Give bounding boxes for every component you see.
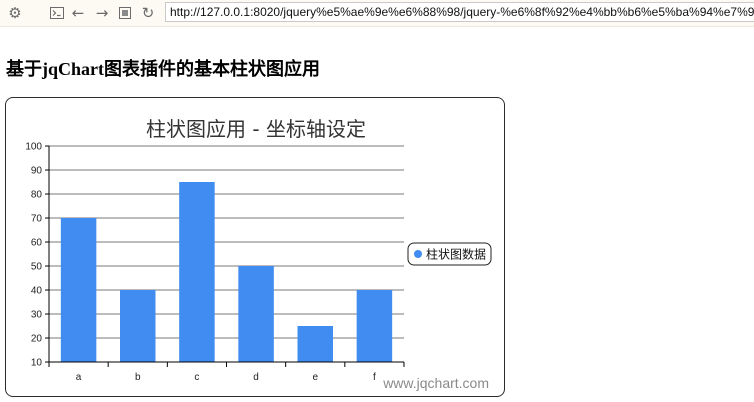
x-tick-label: e	[312, 372, 318, 383]
stop-square-icon[interactable]	[115, 3, 135, 23]
page-title: 基于jqChart图表插件的基本柱状图应用	[6, 59, 320, 79]
gear-icon[interactable]: ⚙	[8, 3, 22, 22]
y-tick-label: 10	[31, 358, 43, 369]
x-tick-label: b	[135, 372, 141, 383]
bar-d	[238, 266, 274, 362]
y-tick-label: 90	[31, 166, 43, 177]
y-tick-label: 100	[25, 142, 42, 153]
chart-panel: 柱状图应用 - 坐标轴设定 10 20 30 40 50 60 70 80 90 100 a b c d e f…	[5, 97, 505, 397]
y-tick-label: 60	[31, 238, 43, 249]
bar-f	[356, 290, 393, 362]
url-text: http://127.0.0.1:8020/jquery%e5%ae%9e%e6…	[170, 5, 754, 19]
bar-a	[60, 218, 97, 362]
browser-toolbar: ⚙ ← → ↻ http://127.0.0.1:8020/jquery%e5%…	[0, 0, 754, 27]
y-tick-label: 80	[31, 190, 43, 201]
x-tick-label: a	[76, 372, 82, 383]
y-tick-label: 50	[31, 262, 43, 273]
x-tick-label: c	[194, 372, 199, 383]
reload-icon[interactable]: ↻	[141, 3, 155, 22]
watermark: www.jqchart.com	[382, 375, 489, 391]
address-bar[interactable]: http://127.0.0.1:8020/jquery%e5%ae%9e%e6…	[165, 2, 754, 22]
y-tick-label: 70	[31, 214, 43, 225]
y-tick-label: 30	[31, 310, 43, 321]
y-tick-label: 40	[31, 286, 43, 297]
y-tick-label: 20	[31, 334, 43, 345]
console-icon[interactable]	[47, 3, 67, 23]
bar-e	[297, 326, 333, 362]
legend-marker	[414, 250, 422, 258]
legend-box	[407, 242, 492, 266]
chart-title: 柱状图应用 - 坐标轴设定	[146, 117, 366, 141]
x-tick-label: d	[253, 372, 259, 383]
legend-label: 柱状图数据	[426, 247, 486, 262]
arrow-left-icon[interactable]: ←	[71, 3, 85, 22]
bar-chart: 柱状图应用 - 坐标轴设定 10 20 30 40 50 60 70 80 90 100 a b c d e f…	[25, 117, 492, 391]
bar-c	[179, 182, 215, 362]
arrow-right-icon[interactable]: →	[95, 3, 109, 22]
x-tick-label: f	[373, 372, 376, 383]
bar-b	[120, 290, 156, 362]
